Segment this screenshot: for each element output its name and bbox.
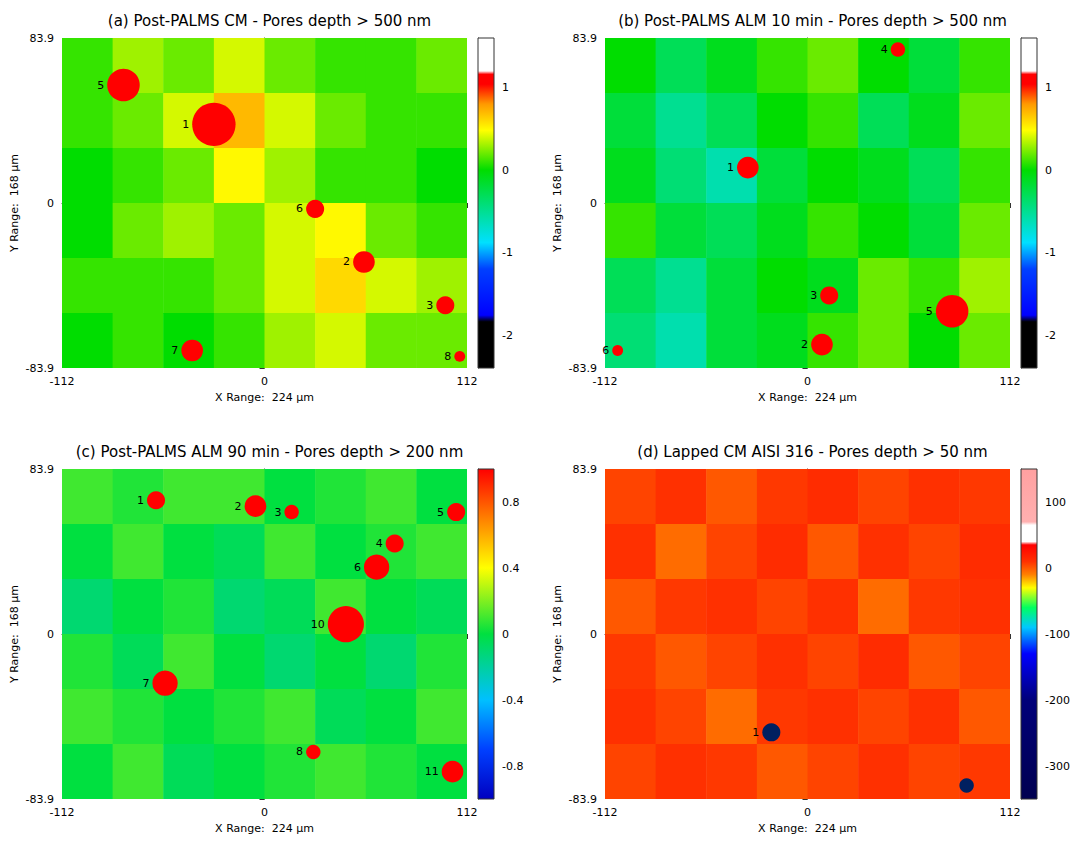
svg-text:0: 0 [261,375,268,388]
svg-text:3: 3 [274,506,281,519]
svg-text:-83.9: -83.9 [569,793,597,806]
svg-text:1: 1 [1045,81,1052,94]
svg-text:-112: -112 [50,806,75,819]
svg-text:(c) Post-PALMS ALM 90 min - Po: (c) Post-PALMS ALM 90 min - Pores depth … [76,443,464,461]
svg-text:-0.4: -0.4 [502,694,523,707]
svg-text:1: 1 [182,118,189,131]
svg-text:1: 1 [752,726,759,739]
svg-text:X Range: 224 µm: X Range: 224 µm [215,391,314,404]
svg-text:X Range: 224 µm: X Range: 224 µm [215,822,314,835]
svg-text:5: 5 [926,305,933,318]
svg-text:0: 0 [804,375,811,388]
svg-text:7: 7 [142,677,149,690]
svg-text:-83.9: -83.9 [26,362,54,375]
svg-text:7: 7 [171,344,178,357]
svg-text:-200: -200 [1045,694,1070,707]
svg-text:-300: -300 [1045,760,1070,773]
svg-text:8: 8 [444,350,451,363]
svg-text:83.9: 83.9 [573,463,598,476]
svg-text:83.9: 83.9 [573,32,598,45]
svg-text:-1: -1 [502,246,513,259]
svg-text:1: 1 [502,81,509,94]
svg-text:6: 6 [354,561,361,574]
svg-text:83.9: 83.9 [30,32,55,45]
svg-text:100: 100 [1045,496,1066,509]
svg-text:3: 3 [810,289,817,302]
svg-text:0: 0 [1045,164,1052,177]
svg-text:Y Range: 168 µm: Y Range: 168 µm [551,585,564,684]
svg-text:0: 0 [502,628,509,641]
svg-text:0: 0 [590,197,597,210]
svg-text:1: 1 [137,494,144,507]
svg-text:-112: -112 [593,375,618,388]
svg-text:8: 8 [296,745,303,758]
svg-text:-2: -2 [1045,329,1056,342]
svg-text:3: 3 [426,299,433,312]
svg-text:-100: -100 [1045,628,1070,641]
svg-text:-2: -2 [502,329,513,342]
svg-text:5: 5 [437,506,444,519]
svg-text:2: 2 [801,338,808,351]
svg-text:4: 4 [376,537,383,550]
svg-text:-83.9: -83.9 [569,362,597,375]
svg-text:2: 2 [235,500,242,513]
svg-text:0: 0 [261,806,268,819]
svg-text:0.8: 0.8 [502,496,520,509]
svg-text:4: 4 [881,43,888,56]
svg-text:112: 112 [457,806,478,819]
svg-text:Y Range: 168 µm: Y Range: 168 µm [551,154,564,253]
svg-text:112: 112 [1000,806,1021,819]
svg-text:0.4: 0.4 [502,562,520,575]
svg-text:(b) Post-PALMS ALM 10 min - Po: (b) Post-PALMS ALM 10 min - Pores depth … [618,12,1007,30]
svg-text:Y Range: 168 µm: Y Range: 168 µm [8,585,21,684]
svg-text:6: 6 [602,344,609,357]
svg-text:112: 112 [1000,375,1021,388]
svg-text:X Range: 224 µm: X Range: 224 µm [758,822,857,835]
svg-text:6: 6 [296,202,303,215]
svg-text:(d) Lapped CM AISI 316 - Pores: (d) Lapped CM AISI 316 - Pores depth > 5… [637,443,987,461]
svg-text:Y Range: 168 µm: Y Range: 168 µm [8,154,21,253]
svg-text:5: 5 [97,79,104,92]
svg-text:1: 1 [727,161,734,174]
svg-text:(a) Post-PALMS CM - Pores dept: (a) Post-PALMS CM - Pores depth > 500 nm [108,12,431,30]
svg-text:0: 0 [1045,562,1052,575]
svg-text:-1: -1 [1045,246,1056,259]
svg-text:-112: -112 [593,806,618,819]
svg-text:0: 0 [590,628,597,641]
svg-text:0: 0 [502,164,509,177]
svg-text:X Range: 224 µm: X Range: 224 µm [758,391,857,404]
svg-text:0: 0 [47,197,54,210]
svg-text:83.9: 83.9 [30,463,55,476]
svg-text:0: 0 [47,628,54,641]
svg-text:10: 10 [311,618,325,631]
svg-text:2: 2 [343,255,350,268]
svg-text:-83.9: -83.9 [26,793,54,806]
svg-text:0: 0 [804,806,811,819]
svg-text:112: 112 [457,375,478,388]
svg-text:11: 11 [425,765,439,778]
svg-text:-0.8: -0.8 [502,760,523,773]
svg-text:-112: -112 [50,375,75,388]
